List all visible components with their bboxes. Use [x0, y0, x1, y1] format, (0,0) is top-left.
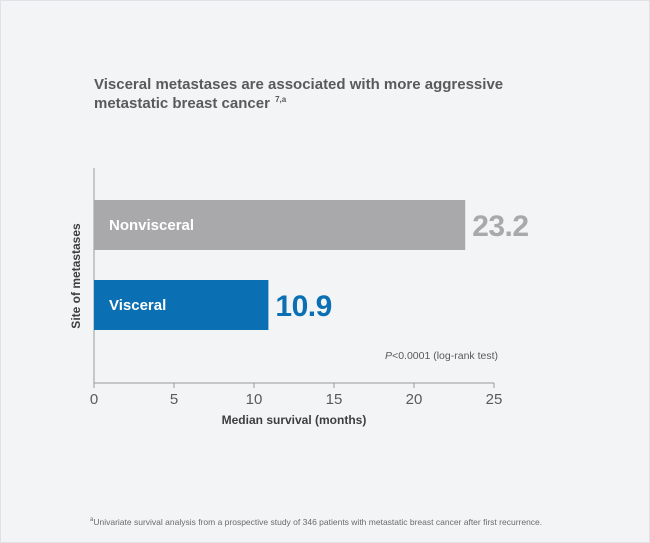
p-value-italic: P	[385, 350, 392, 362]
x-axis-label: Median survival (months)	[222, 413, 367, 427]
footnote-text: Univariate survival analysis from a pros…	[93, 517, 543, 527]
chart-title-superscript: 7,a	[275, 95, 287, 104]
x-tick-label-0: 0	[90, 391, 98, 408]
chart-title: Visceral metastases are associated with …	[94, 75, 574, 113]
bar-label-visceral: Visceral	[109, 297, 166, 314]
p-value-annotation: P<0.0001 (log-rank test)	[385, 350, 498, 362]
x-tick-label-15: 15	[326, 391, 343, 408]
bar-nonvisceral	[94, 200, 466, 250]
chart-title-line2: metastatic breast cancer	[94, 95, 270, 112]
x-tick-label-5: 5	[170, 391, 178, 408]
value-label-visceral: 10.9	[275, 290, 331, 323]
y-axis-label: Site of metastases	[69, 223, 83, 329]
x-tick-label-25: 25	[486, 391, 503, 408]
value-label-nonvisceral: 23.2	[472, 210, 528, 243]
footnote: aUnivariate survival analysis from a pro…	[90, 517, 630, 527]
footnote-marker: a	[90, 517, 94, 524]
bar-visceral	[94, 280, 269, 330]
x-tick-label-20: 20	[406, 391, 423, 408]
p-value-text: <0.0001 (log-rank test)	[392, 350, 498, 362]
bar-label-nonvisceral: Nonvisceral	[109, 217, 194, 234]
chart-title-line1: Visceral metastases are associated with …	[94, 76, 504, 93]
x-tick-label-10: 10	[246, 391, 263, 408]
